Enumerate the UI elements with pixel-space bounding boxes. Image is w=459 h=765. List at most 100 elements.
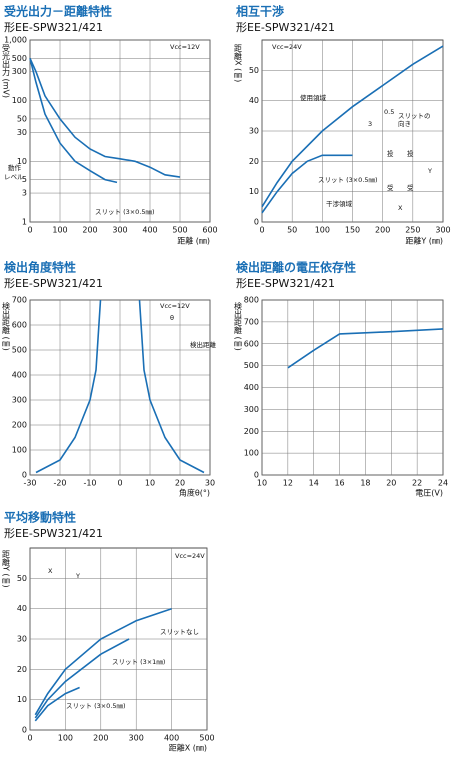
annotation: 投: [387, 149, 394, 158]
y-tick-label: 10: [17, 157, 27, 166]
series-line: [287, 328, 444, 369]
y-tick-label: 700: [244, 317, 259, 326]
y-tick-label: 200: [244, 427, 259, 436]
annotation: θ: [170, 314, 174, 322]
y-tick-label: 400: [244, 383, 259, 392]
chart-title: 受光出力－距離特性: [4, 4, 112, 19]
chart-title: 検出角度特性: [4, 260, 76, 275]
y-tick-label: 1: [22, 218, 27, 227]
y-tick-label: 500: [12, 54, 27, 63]
x-tick-label: 300: [112, 226, 127, 235]
y-tick-label: 30: [17, 128, 27, 137]
y-tick-label: 20: [17, 665, 27, 674]
x-tick-label: 22: [412, 479, 422, 488]
y-tick-label: 10: [249, 187, 259, 196]
x-tick-label: 150: [345, 226, 360, 235]
x-tick-label: 600: [202, 226, 217, 235]
x-tick-label: -20: [53, 479, 66, 488]
series-label: スリットなし: [160, 628, 199, 636]
y-tick-label: 600: [244, 339, 259, 348]
y-tick-label: 300: [12, 67, 27, 76]
y-tick-label: 300: [12, 396, 27, 405]
x-tick-label: 100: [52, 226, 67, 235]
chart-subtitle: 形EE-SPW321/421: [236, 21, 335, 34]
series-line: [34, 638, 130, 719]
x-tick-label: 20: [386, 479, 396, 488]
x-tick-label: 500: [172, 226, 187, 235]
y-tick-label: 0: [22, 726, 27, 735]
x-tick-label: 100: [58, 734, 73, 743]
y-axis-label: 距離Y (㎜): [2, 550, 11, 588]
annotation: 干渉領域: [326, 199, 353, 208]
series-label: スリット (3×0.5㎜): [95, 208, 155, 216]
x-tick-label: 400: [142, 226, 157, 235]
x-tick-label: 0: [27, 734, 32, 743]
series-label: スリット (3×0.5㎜): [66, 702, 126, 710]
chart-title: 相互干渉: [236, 4, 284, 19]
x-tick-label: 10: [257, 479, 267, 488]
y-tick-label: 0: [254, 471, 259, 480]
x-axis-label: 距離 (㎜): [177, 236, 210, 246]
x-tick-label: 0: [259, 226, 264, 235]
y-tick-label: 50: [249, 66, 259, 75]
x-tick-label: 12: [283, 479, 293, 488]
y-axis-label: 検出距離 (㎜): [2, 301, 11, 351]
series-line: [29, 57, 181, 178]
annotation: レベル: [4, 173, 24, 181]
x-axis-label: 距離Y (㎜): [405, 236, 443, 246]
y-axis-label: 距離X (㎜): [234, 44, 243, 82]
annotation: 向き: [398, 119, 411, 128]
y-tick-label: 50: [17, 114, 27, 123]
annotation: 受: [387, 183, 394, 192]
annotation: 投: [407, 149, 414, 158]
y-tick-label: 800: [244, 296, 259, 305]
x-axis-label: 距離X (㎜): [169, 743, 207, 753]
annotation: Vcc=12V: [160, 302, 190, 310]
series-label: スリット (3×1㎜): [112, 658, 165, 666]
y-tick-label: 100: [12, 446, 27, 455]
y-tick-label: 300: [244, 405, 259, 414]
y-tick-label: 3: [22, 189, 27, 198]
y-tick-label: 50: [17, 574, 27, 583]
y-tick-label: 5: [22, 175, 27, 184]
annotation: X: [48, 567, 53, 575]
chart-title: 平均移動特性: [4, 510, 76, 525]
x-tick-label: 10: [145, 479, 155, 488]
annotation: 受: [407, 183, 414, 192]
y-tick-label: 40: [17, 604, 27, 613]
x-tick-label: 24: [438, 479, 448, 488]
x-tick-label: 16: [334, 479, 344, 488]
x-tick-label: 200: [93, 734, 108, 743]
annotation: Vcc=12V: [170, 43, 200, 51]
series-label: スリット (3×0.5㎜): [318, 176, 378, 184]
annotation: スリットの: [398, 112, 431, 120]
annotation: 検出距離: [190, 340, 217, 349]
y-tick-label: 100: [244, 449, 259, 458]
x-axis-label: 角度θ(°): [179, 488, 210, 498]
y-tick-label: 10: [17, 695, 27, 704]
x-tick-label: 30: [205, 479, 215, 488]
series-line: [34, 686, 80, 722]
y-axis-label: 検出距離 (㎜): [234, 301, 243, 351]
y-tick-label: 20: [249, 157, 259, 166]
x-axis-label: 電圧(V): [415, 489, 443, 498]
x-tick-label: 18: [360, 479, 370, 488]
annotation: Y: [75, 572, 80, 580]
y-tick-label: 100: [12, 96, 27, 105]
y-tick-label: 40: [249, 96, 259, 105]
x-tick-label: 300: [129, 734, 144, 743]
y-tick-label: 500: [12, 346, 27, 355]
x-tick-label: 0: [27, 226, 32, 235]
y-tick-label: 500: [244, 361, 259, 370]
annotation: Vcc=24V: [272, 43, 302, 51]
series-line: [35, 299, 205, 474]
chart-subtitle: 形EE-SPW321/421: [4, 527, 103, 540]
y-tick-label: 1,000: [4, 36, 27, 45]
y-tick-label: 600: [12, 321, 27, 330]
annotation: 0.5: [384, 108, 394, 116]
chart-subtitle: 形EE-SPW321/421: [236, 277, 335, 290]
y-axis-label: 受光出力 (mV): [2, 43, 11, 98]
annotation: 使用領域: [300, 93, 327, 102]
x-tick-label: 250: [405, 226, 420, 235]
